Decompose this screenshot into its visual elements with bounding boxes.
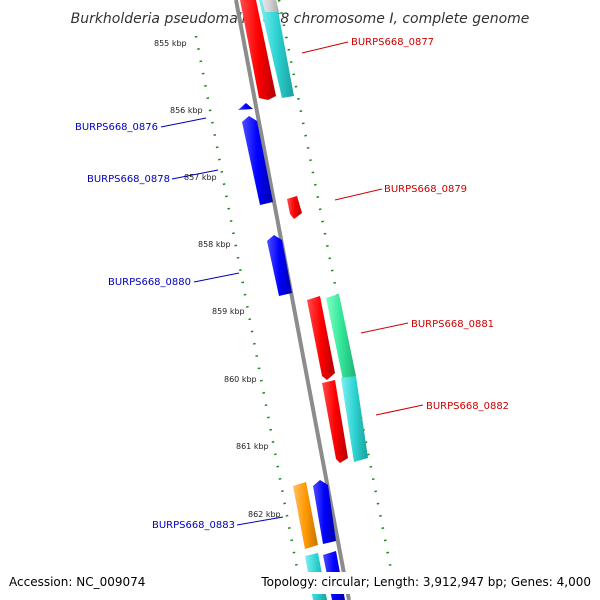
gene-label-burps668-0877[interactable]: BURPS668_0877 xyxy=(351,37,434,48)
tick-label: 862 kbp xyxy=(248,510,281,519)
rna-feature-arrow[interactable] xyxy=(293,482,318,549)
cog-feature xyxy=(259,0,294,98)
gene-label-burps668-0879[interactable]: BURPS668_0879 xyxy=(384,184,467,195)
tick-label: 858 kbp xyxy=(198,240,231,249)
gene-labels: BURPS668_0877 BURPS668_0876 BURPS668_087… xyxy=(75,37,509,531)
gene-arrow-burps668-0882[interactable] xyxy=(322,380,348,463)
summary-backdrop xyxy=(255,572,600,594)
leader-line xyxy=(171,169,219,180)
gene-arrow-burps668-0879[interactable] xyxy=(287,196,302,219)
cog-feature xyxy=(341,376,368,462)
gene-arrow-burps668-0881[interactable] xyxy=(307,296,335,380)
accession-text: Accession: NC_009074 xyxy=(9,575,145,589)
gene-label-burps668-0878[interactable]: BURPS668_0878 xyxy=(87,174,170,185)
gene-label-burps668-0880[interactable]: BURPS668_0880 xyxy=(108,277,191,288)
gene-label-burps668-0882[interactable]: BURPS668_0882 xyxy=(426,401,509,412)
tick-label: 859 kbp xyxy=(212,307,245,316)
leader-line xyxy=(360,322,409,334)
tick-label: 861 kbp xyxy=(236,442,269,451)
leader-line xyxy=(236,516,284,526)
gene-label-burps668-0883[interactable]: BURPS668_0883 xyxy=(152,520,235,531)
forward-cds-features xyxy=(240,0,348,463)
gene-label-burps668-0876[interactable]: BURPS668_0876 xyxy=(75,122,158,133)
gene-arrow-burps668-0877[interactable] xyxy=(240,0,276,100)
leader-line xyxy=(375,404,424,416)
label-leaders xyxy=(160,41,424,526)
gene-label-burps668-0881[interactable]: BURPS668_0881 xyxy=(411,319,494,330)
gene-arrow-burps668-0878[interactable] xyxy=(242,116,273,205)
tick-label: 856 kbp xyxy=(170,106,203,115)
tick-labels: 855 kbp 856 kbp 857 kbp 858 kbp 859 kbp … xyxy=(154,39,281,519)
tick-label: 860 kbp xyxy=(224,375,257,384)
genome-summary-text: Topology: circular; Length: 3,912,947 bp… xyxy=(260,575,591,589)
gene-arrow-burps668-0880[interactable] xyxy=(267,235,292,296)
tick-rings xyxy=(194,0,399,600)
genome-backbone xyxy=(234,0,351,600)
gene-arrow-burps668-0883[interactable] xyxy=(313,480,336,544)
tick-label: 855 kbp xyxy=(154,39,187,48)
cog-feature xyxy=(262,0,279,12)
leader-line xyxy=(301,41,349,54)
gene-arrow-burps668-0876[interactable] xyxy=(238,103,253,110)
cog-feature xyxy=(326,294,356,380)
leader-line xyxy=(334,188,383,201)
tick-label: 857 kbp xyxy=(184,173,217,182)
map-title: Burkholderia pseudomallei 668 chromosome… xyxy=(71,11,530,27)
leader-line xyxy=(193,272,240,283)
leader-line xyxy=(160,117,207,128)
